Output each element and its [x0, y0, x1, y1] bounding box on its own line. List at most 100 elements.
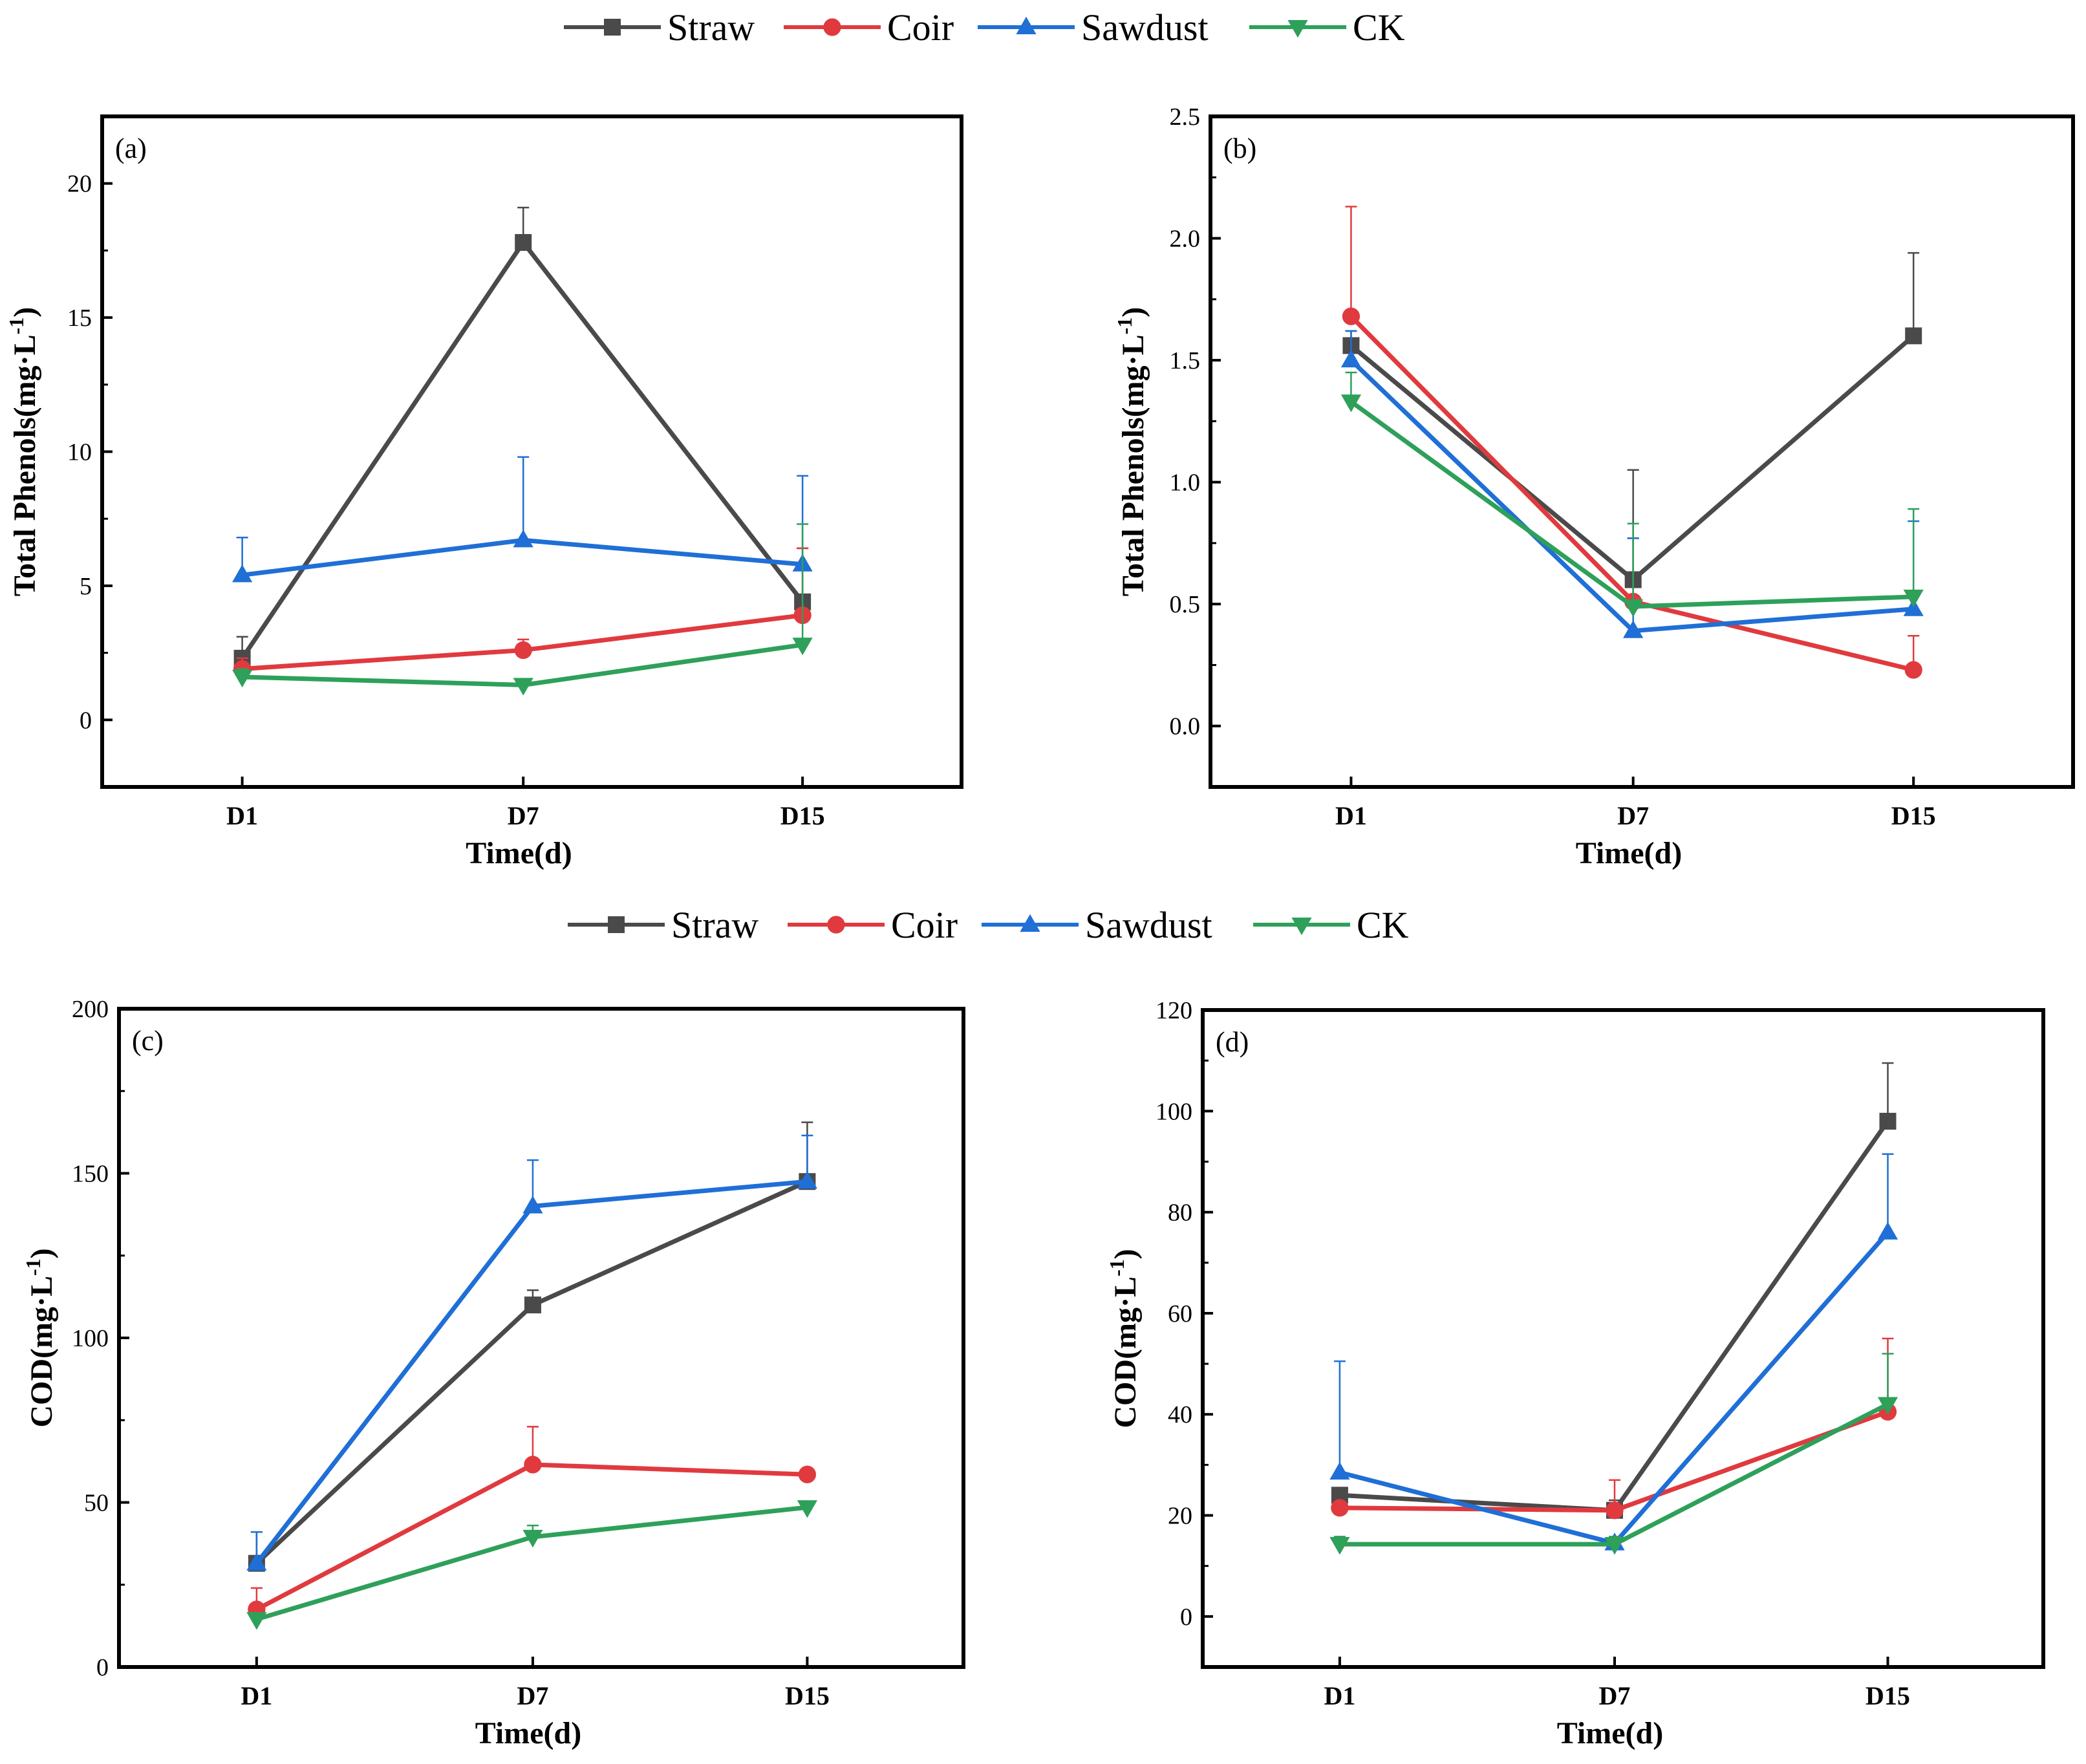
- x-tick-label-d15: D15: [1891, 801, 1936, 830]
- legend-item-coir: Coir: [788, 904, 958, 946]
- y-tick-label: 0.5: [1170, 591, 1201, 618]
- y-tick-label: 100: [72, 1325, 109, 1352]
- x-axis-label: Time(d): [475, 1716, 581, 1750]
- series-coir: [248, 1426, 817, 1619]
- plot-frame: [1209, 114, 2075, 789]
- plot-frame: [1201, 1008, 2045, 1669]
- legend-marker-ck: [1287, 19, 1308, 38]
- data-point-ck-d7: [1604, 1537, 1625, 1555]
- y-tick-label: 0: [1180, 1604, 1192, 1631]
- y-tick-label: 20: [1168, 1503, 1192, 1530]
- legend-label: Sawdust: [1081, 6, 1209, 48]
- legend-item-sawdust: Sawdust: [978, 6, 1209, 48]
- x-tick-label-d7: D7: [508, 801, 539, 830]
- data-point-sawdust-d1: [246, 1553, 267, 1571]
- data-point-coir-d7: [514, 641, 532, 660]
- series-line-ck: [255, 1505, 808, 1622]
- y-tick-label: 0.0: [1170, 713, 1201, 740]
- legend-item-ck: CK: [1249, 6, 1405, 48]
- legend-label: Coir: [887, 6, 954, 48]
- legend-marker-sawdust: [1016, 16, 1037, 35]
- y-tick-label: 100: [1156, 1098, 1192, 1125]
- x-axis-label: Time(d): [1576, 836, 1682, 870]
- series-sawdust: [246, 1134, 817, 1571]
- legend-marker-coir: [827, 916, 845, 934]
- data-point-ck-d15: [1903, 589, 1924, 608]
- y-tick-label: 15: [67, 305, 92, 332]
- series-line-straw: [255, 1179, 808, 1565]
- y-tick-label: 0: [80, 707, 92, 734]
- data-point-ck-d7: [1623, 599, 1644, 618]
- x-tick-label-d7: D7: [1617, 801, 1649, 830]
- series-line-sawdust: [255, 1179, 808, 1565]
- legend-top: Straw Coir Sawdust CK: [564, 6, 1405, 48]
- data-point-straw-d7: [524, 1296, 541, 1314]
- data-point-coir-d15: [798, 1465, 817, 1483]
- series-line-sawdust: [1339, 1231, 1890, 1546]
- data-point-coir-d7: [1606, 1501, 1624, 1520]
- data-point-ck-d1: [1340, 394, 1362, 413]
- legend-item-coir: Coir: [784, 6, 954, 48]
- x-tick-label-d7: D7: [1599, 1681, 1631, 1710]
- data-point-straw-d7: [515, 233, 532, 251]
- chart-panel-c: 0 50 100 150 200 D1 D7 D15 Time(d) COD(mg·L-1) (c): [21, 996, 965, 1750]
- data-point-coir-d1: [1342, 307, 1360, 325]
- series-straw: [233, 206, 812, 667]
- data-point-coir-d15: [1904, 661, 1922, 679]
- x-tick-label-d7: D7: [517, 1681, 548, 1710]
- y-tick-label: 2.5: [1170, 103, 1201, 131]
- y-tick-label: 1.5: [1170, 347, 1201, 374]
- legend-bottom: Straw Coir Sawdust CK: [568, 904, 1409, 946]
- series-ck: [232, 523, 813, 696]
- data-point-sawdust-d1: [1340, 349, 1362, 368]
- y-tick-label: 60: [1168, 1300, 1192, 1328]
- y-tick-label: 0: [96, 1654, 109, 1681]
- chart-panel-a: 0 5 10 15 20 D1 D7 D15 Time(d) Total Phenols(mg·L…: [5, 114, 963, 870]
- series-ck: [246, 1500, 817, 1630]
- x-tick-label-d15: D15: [785, 1681, 830, 1710]
- y-tick-label: 50: [84, 1490, 109, 1517]
- legend-item-straw: Straw: [564, 6, 755, 48]
- series-line-straw: [240, 240, 804, 660]
- panel-label: (d): [1216, 1026, 1249, 1058]
- data-point-ck-d7: [513, 678, 533, 696]
- legend-marker-sawdust: [1020, 914, 1040, 932]
- legend-label: Coir: [891, 904, 958, 946]
- legend-label: CK: [1353, 6, 1405, 48]
- x-tick-label-d15: D15: [780, 801, 825, 830]
- x-tick-label-d1: D1: [241, 1681, 272, 1710]
- data-point-ck-d1: [246, 1612, 267, 1630]
- series-ck: [1340, 371, 1924, 618]
- legend-marker-straw: [604, 19, 621, 36]
- series-line-ck: [1339, 1402, 1889, 1547]
- series-straw: [1331, 1062, 1897, 1519]
- y-axis-label: COD(mg·L-1): [21, 1248, 59, 1427]
- y-tick-label: 20: [67, 171, 92, 198]
- y-tick-label: 80: [1168, 1199, 1192, 1227]
- series-sawdust: [1340, 330, 1924, 638]
- plot-frame: [117, 1007, 965, 1669]
- data-point-sawdust-d15: [1877, 1221, 1898, 1240]
- x-tick-label-d1: D1: [226, 801, 258, 830]
- data-point-coir-d7: [524, 1456, 542, 1474]
- panel-label: (c): [132, 1025, 164, 1057]
- x-tick-label-d1: D1: [1324, 1681, 1355, 1710]
- series-sawdust: [1329, 1153, 1898, 1551]
- data-point-ck-d15: [1877, 1397, 1898, 1415]
- series-line-straw: [1349, 334, 1915, 582]
- y-tick-label: 40: [1168, 1401, 1192, 1428]
- data-point-sawdust-d7: [522, 1196, 543, 1214]
- data-point-sawdust-d7: [513, 530, 533, 548]
- y-tick-label: 2.0: [1170, 226, 1201, 253]
- data-point-ck-d7: [522, 1529, 543, 1548]
- panel-label: (a): [115, 133, 147, 164]
- legend-marker-ck: [1291, 917, 1312, 936]
- legend-item-sawdust: Sawdust: [982, 904, 1212, 946]
- data-point-straw-d15: [1879, 1112, 1897, 1130]
- y-tick-label: 120: [1156, 997, 1192, 1024]
- panel-label: (b): [1223, 133, 1256, 164]
- data-point-sawdust-d1: [1329, 1461, 1350, 1480]
- series-line-straw: [1339, 1119, 1890, 1513]
- y-tick-label: 1.0: [1170, 469, 1201, 497]
